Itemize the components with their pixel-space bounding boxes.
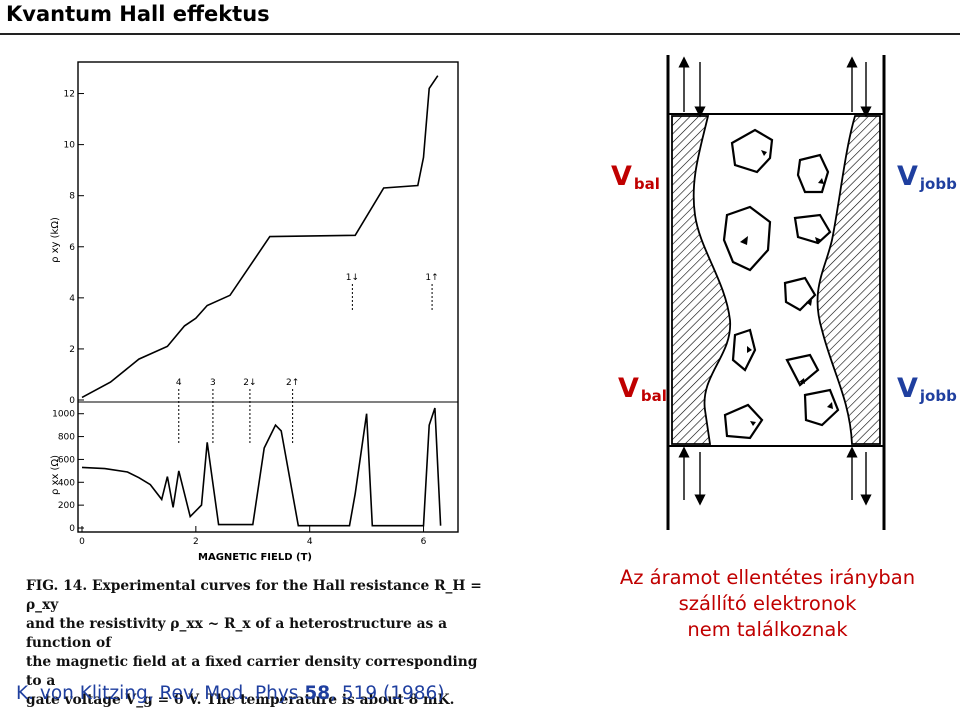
xlabel: MAGNETIC FIELD (T) — [198, 552, 312, 563]
note-line: nem találkoznak — [687, 618, 848, 641]
left-depleted-region — [671, 115, 731, 445]
filling-label: 2↓ — [243, 378, 256, 388]
hall-resistance-curve — [81, 75, 439, 399]
slide-title: Kvantum Hall effektus — [6, 2, 270, 26]
caption-line: gate voltage V_g = 0 V. The temperature … — [26, 692, 455, 708]
filling-label: 4 — [176, 378, 182, 388]
note-line: Az áramot ellentétes irányban — [619, 566, 916, 589]
ylabel-bottom: ρ xx (Ω) — [50, 455, 61, 495]
ytick-label-bottom: 1000 — [52, 410, 75, 420]
explanation-note: Az áramot ellentétes irányban szállító e… — [585, 565, 950, 643]
xtick-label: 6 — [421, 537, 427, 547]
ytick-label-top: 2 — [69, 345, 75, 355]
ytick-label-top: 6 — [69, 243, 75, 253]
ytick-label-bottom: 200 — [58, 501, 75, 511]
x-ticks: 0 2 4 6 — [79, 526, 427, 547]
ytick-label-bottom: 400 — [58, 478, 75, 488]
figure-caption: FIG. 14. Experimental curves for the Hal… — [26, 577, 491, 710]
filling-label: 1↓ — [346, 273, 359, 283]
ytick-label-top: 4 — [69, 294, 75, 304]
ytick-label-bottom: 600 — [58, 455, 75, 465]
ytick-label-top: 8 — [69, 192, 75, 202]
filling-label: 2↑ — [286, 378, 299, 388]
hall-bar-schematic — [666, 55, 886, 530]
note-line: szállító elektronok — [678, 592, 857, 615]
xtick-label: 2 — [193, 537, 199, 547]
caption-line: and the resistivity ρ_xx ~ R_x of a hete… — [26, 616, 448, 651]
reference: K. von Klitzing, Rev. Mod. Phys 58, 519 … — [16, 683, 445, 704]
filling-factor-labels: 4 3 2↓ 2↑ 1↓ 1↑ — [176, 273, 439, 445]
ytick-label-top: 12 — [64, 90, 75, 100]
bottom-yticks: 0 200 400 600 800 1000 — [52, 410, 84, 534]
ytick-label-bottom: 0 — [69, 524, 75, 534]
longitudinal-resistivity-curve — [81, 407, 442, 527]
title-divider — [0, 33, 960, 35]
ytick-label-bottom: 800 — [58, 433, 75, 443]
caption-line: the magnetic field at a fixed carrier de… — [26, 654, 478, 689]
caption-line: FIG. 14. Experimental curves for the Hal… — [26, 578, 482, 613]
ylabel-top: ρ xy (kΩ) — [50, 217, 61, 263]
xtick-label: 4 — [307, 537, 313, 547]
circulation-arrows — [740, 150, 833, 426]
right-depleted-region — [816, 115, 881, 445]
top-yticks: 0 2 4 6 8 10 12 — [64, 90, 84, 406]
xtick-label: 0 — [79, 537, 85, 547]
filling-label: 3 — [210, 378, 216, 388]
ytick-label-top: 10 — [64, 141, 76, 151]
ytick-label-top: 0 — [69, 396, 75, 406]
figure-frame — [77, 61, 459, 533]
filling-label: 1↑ — [425, 273, 438, 283]
